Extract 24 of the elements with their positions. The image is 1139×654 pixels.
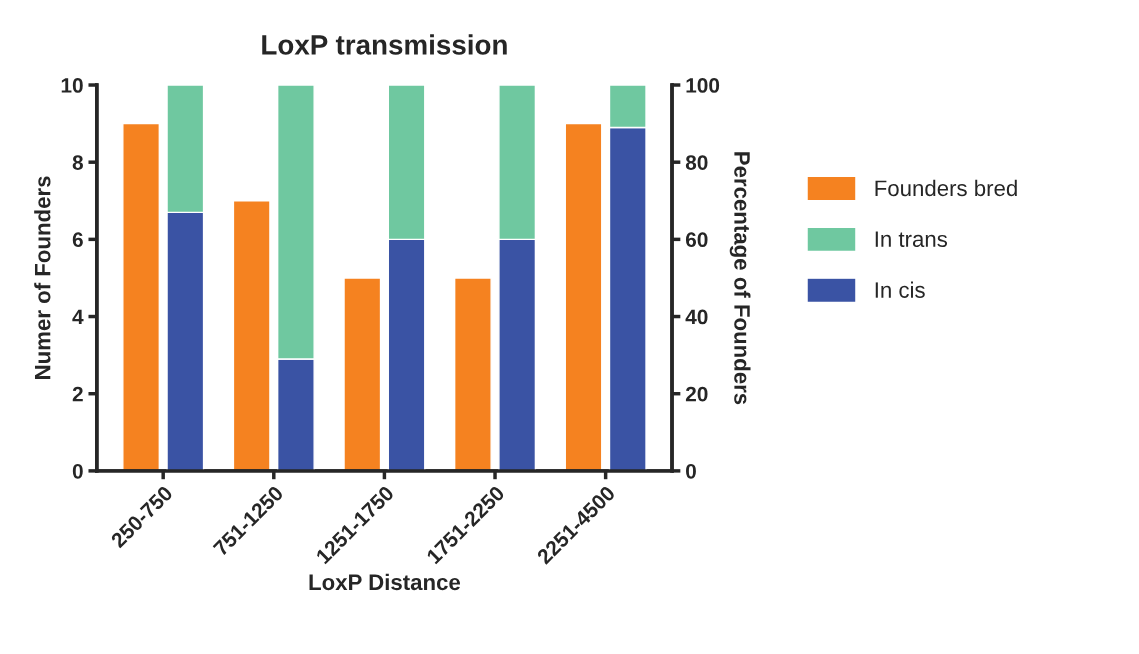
- y2-tick-label: 100: [686, 78, 720, 93]
- y2-tick-label: 0: [686, 463, 696, 479]
- y-tick-label: 8: [72, 155, 83, 170]
- y2-tick-label: 80: [685, 155, 708, 170]
- y2-tick-label: 20: [685, 386, 708, 402]
- bar: [564, 122, 603, 471]
- y-tick-label: 10: [61, 78, 83, 93]
- legend-label: In cis: [875, 281, 925, 298]
- legend-label: Founders bred: [875, 179, 1017, 197]
- y-axis-title: Numer of Founders: [34, 176, 51, 379]
- legend-label: In trans: [875, 231, 948, 248]
- y2-tick-label: 40: [685, 309, 708, 325]
- bar: [232, 200, 271, 471]
- bar: [343, 277, 382, 471]
- y-tick-label: 0: [72, 463, 83, 479]
- bar: [122, 122, 161, 471]
- x-axis-title: LoxP Distance: [309, 573, 461, 591]
- chart-title: LoxP transmission: [262, 34, 507, 55]
- y-tick-label: 4: [72, 309, 84, 325]
- y-tick-label: 6: [72, 232, 83, 248]
- y-tick-label: 2: [72, 386, 83, 402]
- y2-tick-label: 60: [685, 232, 708, 248]
- bar: [453, 277, 492, 471]
- y2-axis-title: Percentage of Founders: [729, 152, 751, 405]
